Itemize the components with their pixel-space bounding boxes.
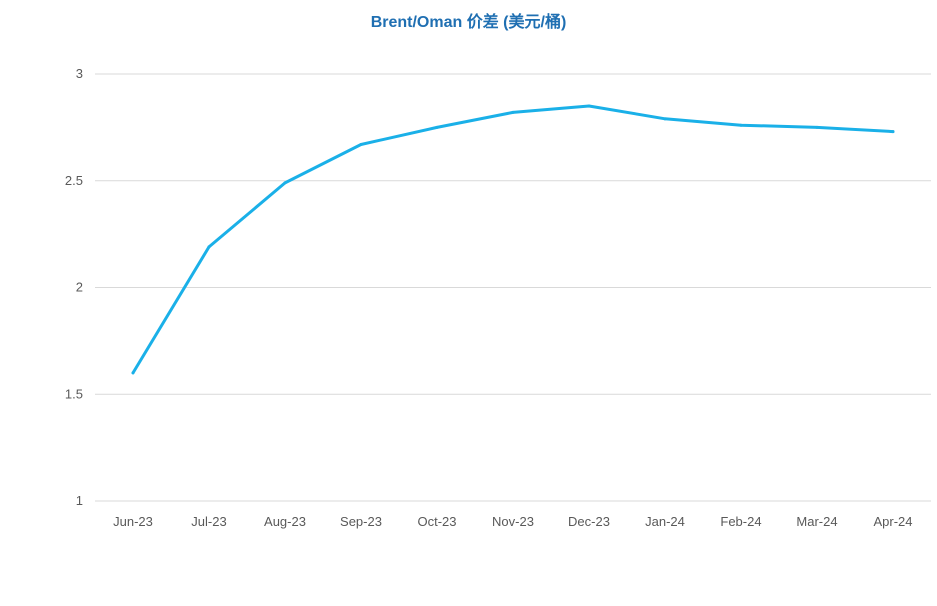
y-tick-label: 2.5 — [65, 173, 83, 188]
x-tick-label: Aug-23 — [264, 514, 306, 529]
data-point — [359, 142, 363, 146]
y-axis-tick-labels: 1 1.5 2 2.5 3 — [65, 66, 83, 508]
gridlines — [95, 73, 931, 502]
series-line-0 — [131, 104, 895, 375]
y-tick-label: 1.5 — [65, 386, 83, 401]
x-tick-label: Feb-24 — [720, 514, 761, 529]
x-tick-label: Mar-24 — [796, 514, 837, 529]
x-tick-label: Jan-24 — [645, 514, 685, 529]
x-tick-label: Nov-23 — [492, 514, 534, 529]
chart-title: Brent/Oman 价差 (美元/桶) — [370, 14, 567, 31]
y-tick-label: 2 — [76, 280, 83, 295]
x-tick-label: Apr-24 — [873, 514, 912, 529]
x-tick-label: Jun-23 — [113, 514, 153, 529]
data-point — [739, 123, 743, 127]
x-axis-tick-labels: Jun-23 Jul-23 Aug-23 Sep-23 Oct-23 Nov-23 Dec-… — [113, 514, 912, 529]
data-point — [815, 125, 819, 129]
data-point — [587, 104, 591, 108]
data-point — [511, 110, 515, 114]
x-tick-label: Dec-23 — [568, 514, 610, 529]
y-tick-label: 1 — [76, 493, 83, 508]
x-tick-label: Oct-23 — [417, 514, 456, 529]
x-tick-label: Jul-23 — [191, 514, 226, 529]
data-point — [891, 130, 895, 134]
data-point — [207, 245, 211, 249]
data-point — [131, 371, 135, 375]
x-tick-label: Sep-23 — [340, 514, 382, 529]
data-point — [283, 181, 287, 185]
series-lines — [131, 104, 895, 375]
data-point — [435, 125, 439, 129]
y-tick-label: 3 — [76, 66, 83, 81]
data-point — [663, 117, 667, 121]
